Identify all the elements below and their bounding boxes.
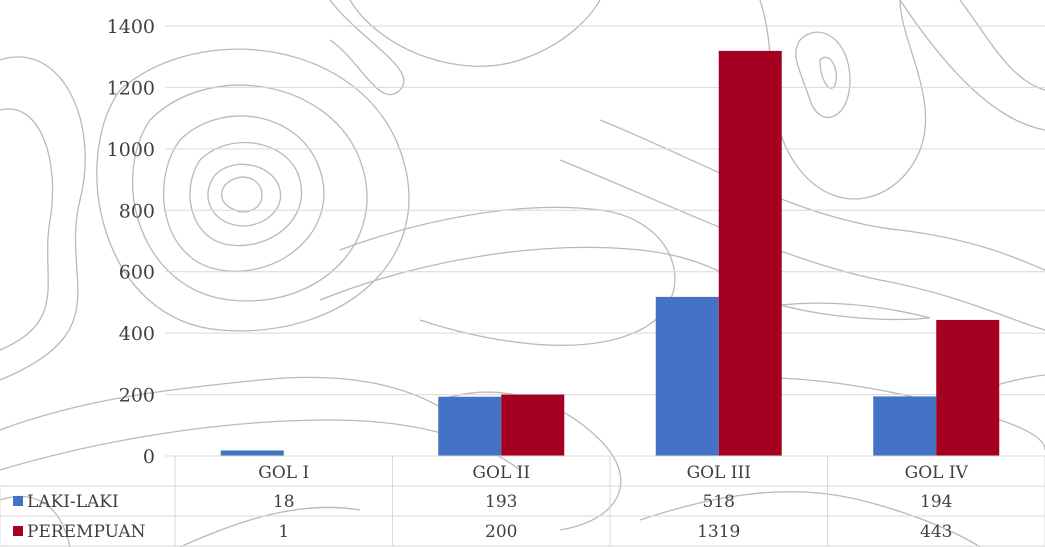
y-tick-label: 400	[119, 323, 155, 345]
y-tick-label: 1000	[107, 139, 155, 161]
data-table-value: 200	[485, 522, 517, 542]
y-tick-label: 800	[119, 200, 155, 222]
data-table-value: 194	[920, 492, 952, 512]
bar-perempuan-2	[501, 394, 565, 456]
bar-laki-laki-3	[655, 296, 719, 456]
legend-label: LAKI-LAKI	[27, 492, 119, 512]
y-tick-label: 1400	[107, 16, 155, 38]
bar-laki-laki-1	[220, 450, 284, 456]
y-axis-ticks: 0 200 400 600 800 1000 1200 1400	[107, 16, 155, 468]
bar-laki-laki-4	[873, 396, 937, 456]
legend-label: PEREMPUAN	[27, 522, 146, 542]
data-table-value: 1	[278, 522, 289, 542]
data-table: GOL I GOL II GOL III GOL IV LAKI-LAKI 18 193 51…	[0, 455, 1045, 547]
y-tick-label: 600	[119, 262, 155, 284]
x-category-label: GOL III	[687, 463, 751, 483]
y-tick-label: 1200	[107, 77, 155, 99]
data-table-value: 193	[485, 492, 517, 512]
data-table-value: 18	[273, 492, 295, 512]
bar-perempuan-3	[718, 50, 782, 456]
x-category-label: GOL I	[258, 463, 309, 483]
bars	[220, 50, 1000, 457]
legend-swatch	[13, 526, 23, 536]
gridlines	[165, 25, 1045, 457]
bar-perempuan-4	[936, 319, 1000, 456]
y-tick-label: 0	[143, 446, 155, 468]
y-tick-label: 200	[119, 385, 155, 407]
x-category-label: GOL IV	[905, 463, 969, 483]
data-table-value: 518	[703, 492, 735, 512]
legend-swatch	[13, 496, 23, 506]
data-table-value: 1319	[697, 522, 740, 542]
bar-laki-laki-2	[438, 396, 502, 456]
x-category-label: GOL II	[472, 463, 530, 483]
data-table-value: 443	[920, 522, 952, 542]
